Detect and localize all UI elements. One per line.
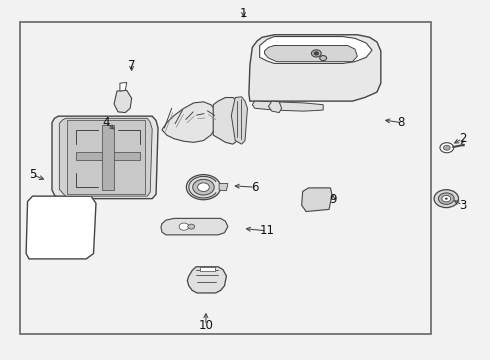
Text: 3: 3 [459, 199, 466, 212]
Polygon shape [213, 98, 240, 144]
Text: 5: 5 [29, 168, 36, 181]
Circle shape [314, 51, 319, 55]
Circle shape [320, 55, 327, 60]
Polygon shape [52, 116, 158, 199]
Polygon shape [67, 120, 145, 194]
Circle shape [197, 183, 209, 192]
Circle shape [443, 145, 450, 150]
Bar [20, 22, 431, 334]
Circle shape [440, 143, 454, 153]
Polygon shape [102, 126, 114, 190]
Polygon shape [187, 267, 226, 293]
Text: 9: 9 [329, 193, 337, 206]
Polygon shape [114, 90, 132, 113]
Text: 7: 7 [128, 59, 135, 72]
Circle shape [434, 190, 459, 208]
Polygon shape [26, 196, 96, 259]
Polygon shape [161, 219, 228, 235]
Polygon shape [265, 45, 357, 62]
Polygon shape [162, 102, 218, 142]
Circle shape [312, 50, 321, 57]
Polygon shape [231, 97, 247, 144]
Text: 2: 2 [459, 132, 466, 145]
Text: 4: 4 [102, 116, 109, 129]
Text: 10: 10 [198, 319, 213, 332]
Polygon shape [219, 184, 228, 191]
Circle shape [179, 223, 189, 230]
Circle shape [442, 195, 451, 202]
Polygon shape [249, 35, 381, 101]
Circle shape [445, 198, 448, 200]
Text: 11: 11 [260, 224, 274, 238]
Circle shape [193, 179, 214, 195]
Circle shape [439, 193, 454, 204]
Polygon shape [200, 267, 215, 271]
Circle shape [188, 224, 195, 229]
Polygon shape [76, 152, 140, 159]
Text: 8: 8 [398, 116, 405, 129]
Circle shape [186, 175, 220, 200]
Polygon shape [302, 188, 332, 212]
Polygon shape [269, 101, 282, 113]
Polygon shape [260, 37, 372, 63]
Text: 1: 1 [240, 7, 247, 20]
Polygon shape [120, 82, 127, 91]
Polygon shape [252, 101, 323, 111]
Text: 6: 6 [251, 181, 259, 194]
Polygon shape [59, 118, 152, 196]
